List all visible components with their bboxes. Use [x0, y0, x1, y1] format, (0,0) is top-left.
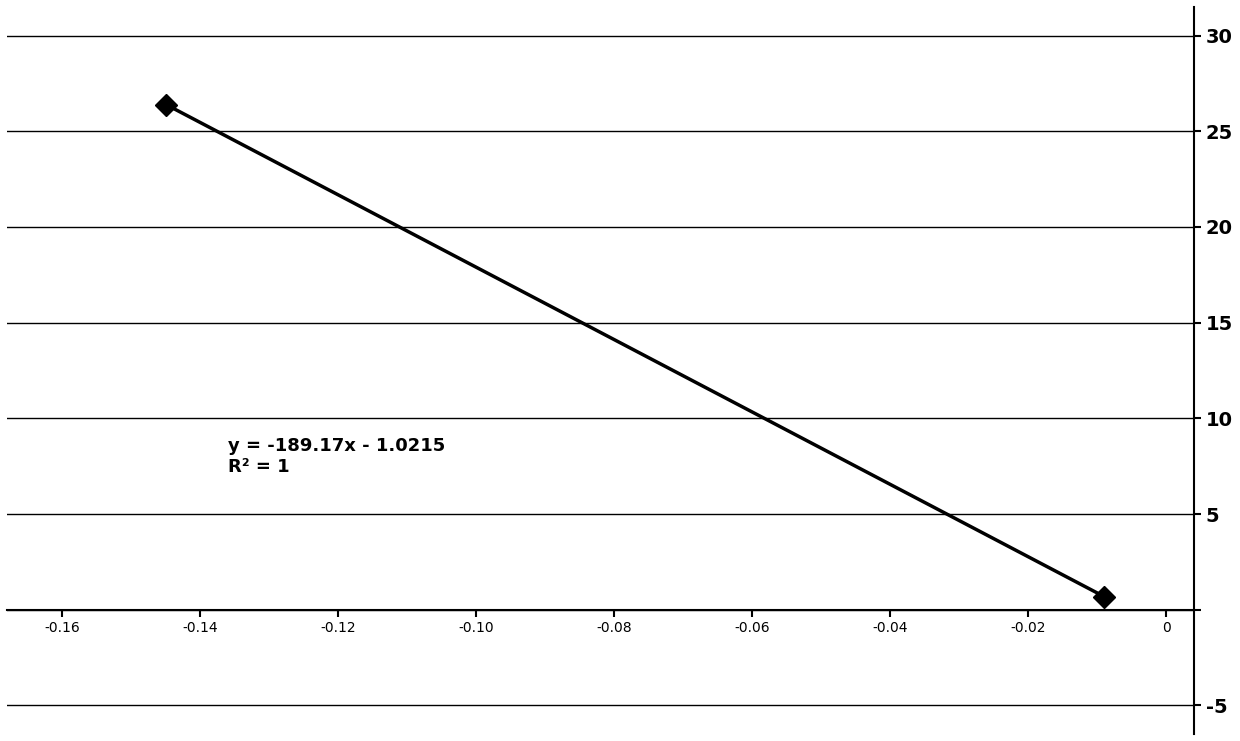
Text: y = -189.17x - 1.0215
R² = 1: y = -189.17x - 1.0215 R² = 1 [228, 437, 445, 476]
